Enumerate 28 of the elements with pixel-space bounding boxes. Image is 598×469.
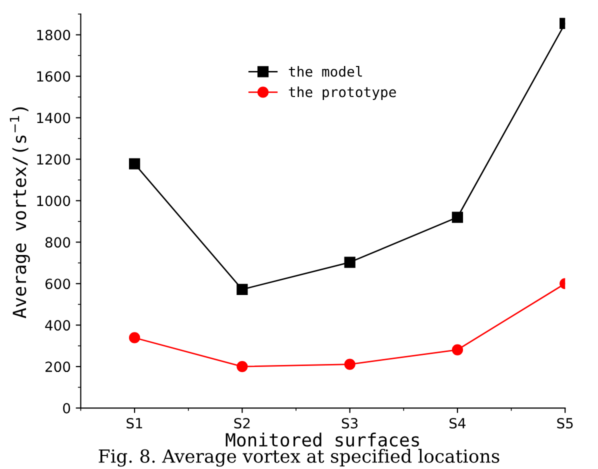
x-tick-label: S1 (126, 418, 142, 429)
x-tick-label: S2 (234, 418, 250, 429)
y-tick-label: 600 (45, 278, 70, 290)
point (344, 256, 356, 268)
y-tick-label: 1400 (37, 112, 70, 124)
point (452, 212, 464, 223)
point (236, 284, 248, 295)
caption: Fig. 8. Average vortex at specified locations (98, 448, 500, 467)
legend-label: the prototype (288, 86, 396, 100)
point (236, 361, 248, 372)
point (128, 158, 140, 170)
x-tick-label: S4 (450, 418, 466, 429)
point (452, 344, 464, 356)
point (344, 358, 356, 370)
y-tick-label: 1600 (37, 71, 70, 82)
y-tick-label: 200 (46, 362, 70, 372)
y-axis-title: Average vortex/(s$^{−1}$) (10, 107, 30, 318)
point (128, 332, 140, 344)
y-tick-label: 0 (63, 403, 70, 414)
y-tick-label: 1200 (37, 154, 70, 165)
legend-label: the model (288, 66, 362, 77)
y-tick-label: 1000 (37, 196, 70, 206)
y-tick-label: 400 (45, 320, 70, 331)
y-tick-label: 800 (45, 237, 70, 248)
x-tick-label: S3 (342, 418, 358, 429)
y-tick-label: 1800 (37, 30, 70, 40)
x-axis-title: Monitored surfaces (226, 432, 419, 447)
x-tick-label: S5 (557, 418, 573, 429)
